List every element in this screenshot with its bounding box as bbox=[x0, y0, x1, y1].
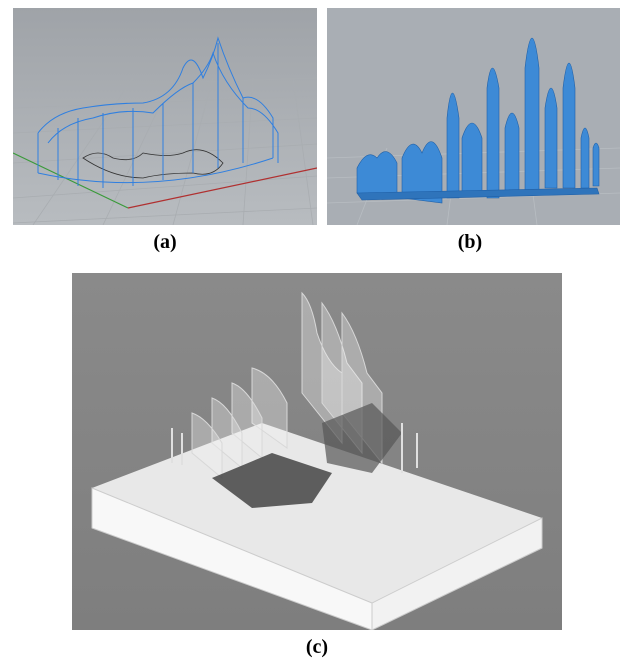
panel-label: (a) bbox=[153, 231, 177, 253]
panel-a-image bbox=[13, 8, 317, 225]
panel-c-image bbox=[72, 273, 562, 630]
panel-label: (b) bbox=[457, 231, 483, 253]
panel-b-image bbox=[327, 8, 620, 225]
panel-label: (c) bbox=[305, 636, 329, 658]
